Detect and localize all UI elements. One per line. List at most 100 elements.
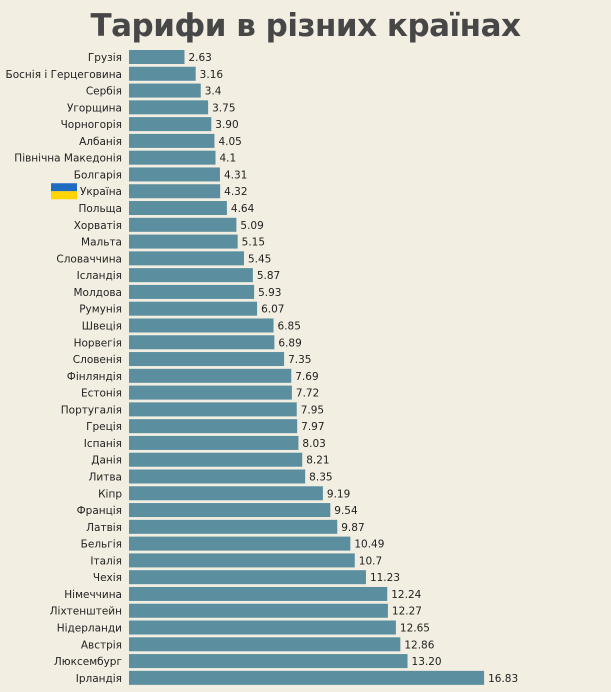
- category-label: Естонія: [81, 388, 122, 400]
- value-label: 5.93: [258, 287, 281, 299]
- flag-stripe-yellow: [51, 191, 77, 200]
- category-label: Угорщина: [67, 102, 122, 114]
- category-label: Ліхтенштейн: [50, 606, 122, 618]
- bar: [129, 335, 275, 350]
- bar: [129, 167, 220, 182]
- category-label: Норвегія: [74, 337, 122, 349]
- value-label: 8.21: [306, 455, 329, 467]
- bar: [129, 368, 292, 383]
- bar: [129, 452, 303, 467]
- category-label: Греція: [86, 421, 122, 433]
- category-label: Румунія: [79, 304, 122, 316]
- value-label: 3.4: [205, 86, 222, 98]
- bar: [129, 301, 258, 316]
- value-label: 13.20: [412, 656, 442, 668]
- value-label: 5.87: [257, 270, 280, 282]
- ukraine-flag-icon: [51, 183, 77, 200]
- bar: [129, 620, 396, 635]
- category-label: Німеччина: [64, 589, 122, 601]
- category-label: Франція: [77, 505, 122, 517]
- value-label: 4.31: [224, 169, 247, 181]
- category-label: Боснія і Герцеговина: [6, 69, 122, 81]
- bar: [129, 654, 408, 669]
- value-label: 7.69: [295, 371, 318, 383]
- bar: [129, 352, 285, 367]
- value-label: 5.09: [240, 220, 263, 232]
- bar: [129, 486, 323, 501]
- value-label: 12.86: [404, 639, 434, 651]
- category-label: Фінляндія: [67, 371, 122, 383]
- category-label: Ірландія: [76, 673, 122, 685]
- value-label: 7.95: [301, 404, 324, 416]
- category-label: Швеція: [82, 320, 122, 332]
- bar: [129, 66, 196, 81]
- category-label: Болгарія: [74, 169, 122, 181]
- bar: [129, 553, 355, 568]
- bar: [129, 150, 216, 165]
- value-label: 5.45: [248, 253, 271, 265]
- category-label: Грузія: [88, 52, 122, 64]
- bar: [129, 83, 201, 98]
- category-label: Словенія: [73, 354, 122, 366]
- category-label: Чорногорія: [61, 119, 122, 131]
- value-label: 12.24: [391, 589, 421, 601]
- value-label: 9.87: [341, 522, 364, 534]
- value-label: 6.85: [278, 320, 301, 332]
- category-label: Іспанія: [84, 438, 122, 450]
- bar: [129, 100, 209, 115]
- value-label: 7.72: [296, 388, 319, 400]
- value-label: 8.35: [309, 472, 332, 484]
- category-label: Мальта: [81, 237, 122, 249]
- value-label: 12.27: [392, 606, 422, 618]
- category-label: Нідерланди: [57, 623, 122, 635]
- value-label: 10.49: [354, 539, 384, 551]
- value-label: 10.7: [359, 555, 382, 567]
- value-label: 4.1: [220, 153, 237, 165]
- category-label: Данія: [91, 455, 122, 467]
- bars-layer: Грузія 2.63 Боснія і Герцеговина 3.16 Сербія…: [6, 50, 518, 685]
- bar: [129, 419, 298, 434]
- bar: [129, 201, 227, 216]
- bar: [129, 50, 185, 64]
- value-label: 9.54: [334, 505, 358, 517]
- bar: [129, 503, 331, 518]
- bar: [129, 570, 366, 585]
- bar: [129, 519, 338, 534]
- bar: [129, 536, 351, 551]
- category-label: Ісландія: [77, 270, 122, 282]
- value-label: 4.64: [231, 203, 255, 215]
- category-label: Хорватія: [74, 220, 122, 232]
- bar: [129, 268, 253, 283]
- category-label: Австрія: [81, 639, 122, 651]
- value-label: 7.97: [301, 421, 324, 433]
- value-label: 3.16: [200, 69, 224, 81]
- category-label: Кіпр: [98, 488, 122, 500]
- chart-title: Тарифи в різних країнах: [90, 8, 521, 44]
- bar: [129, 670, 485, 685]
- category-label: Люксембург: [54, 656, 122, 668]
- value-label: 9.19: [327, 488, 350, 500]
- category-label: Португалія: [61, 404, 122, 416]
- bar: [129, 318, 274, 333]
- category-label: Албанія: [79, 136, 122, 148]
- category-label: Молдова: [73, 287, 122, 299]
- bar: [129, 469, 306, 484]
- bar: [129, 184, 221, 199]
- category-label: Північна Македонія: [14, 153, 122, 165]
- value-label: 3.90: [215, 119, 238, 131]
- flag-stripe-blue: [51, 183, 77, 192]
- value-label: 4.32: [224, 186, 247, 198]
- category-label: Бельгія: [81, 539, 122, 551]
- category-label: Латвія: [86, 522, 122, 534]
- category-label: Польща: [78, 203, 122, 215]
- bar: [129, 251, 244, 266]
- category-label: Словаччина: [56, 253, 122, 265]
- value-label: 8.03: [302, 438, 325, 450]
- value-label: 7.35: [288, 354, 311, 366]
- category-label: Литва: [89, 472, 122, 484]
- value-label: 2.63: [188, 52, 211, 64]
- bar: [129, 133, 215, 148]
- bar: [129, 117, 212, 132]
- category-label: Сербія: [86, 86, 122, 98]
